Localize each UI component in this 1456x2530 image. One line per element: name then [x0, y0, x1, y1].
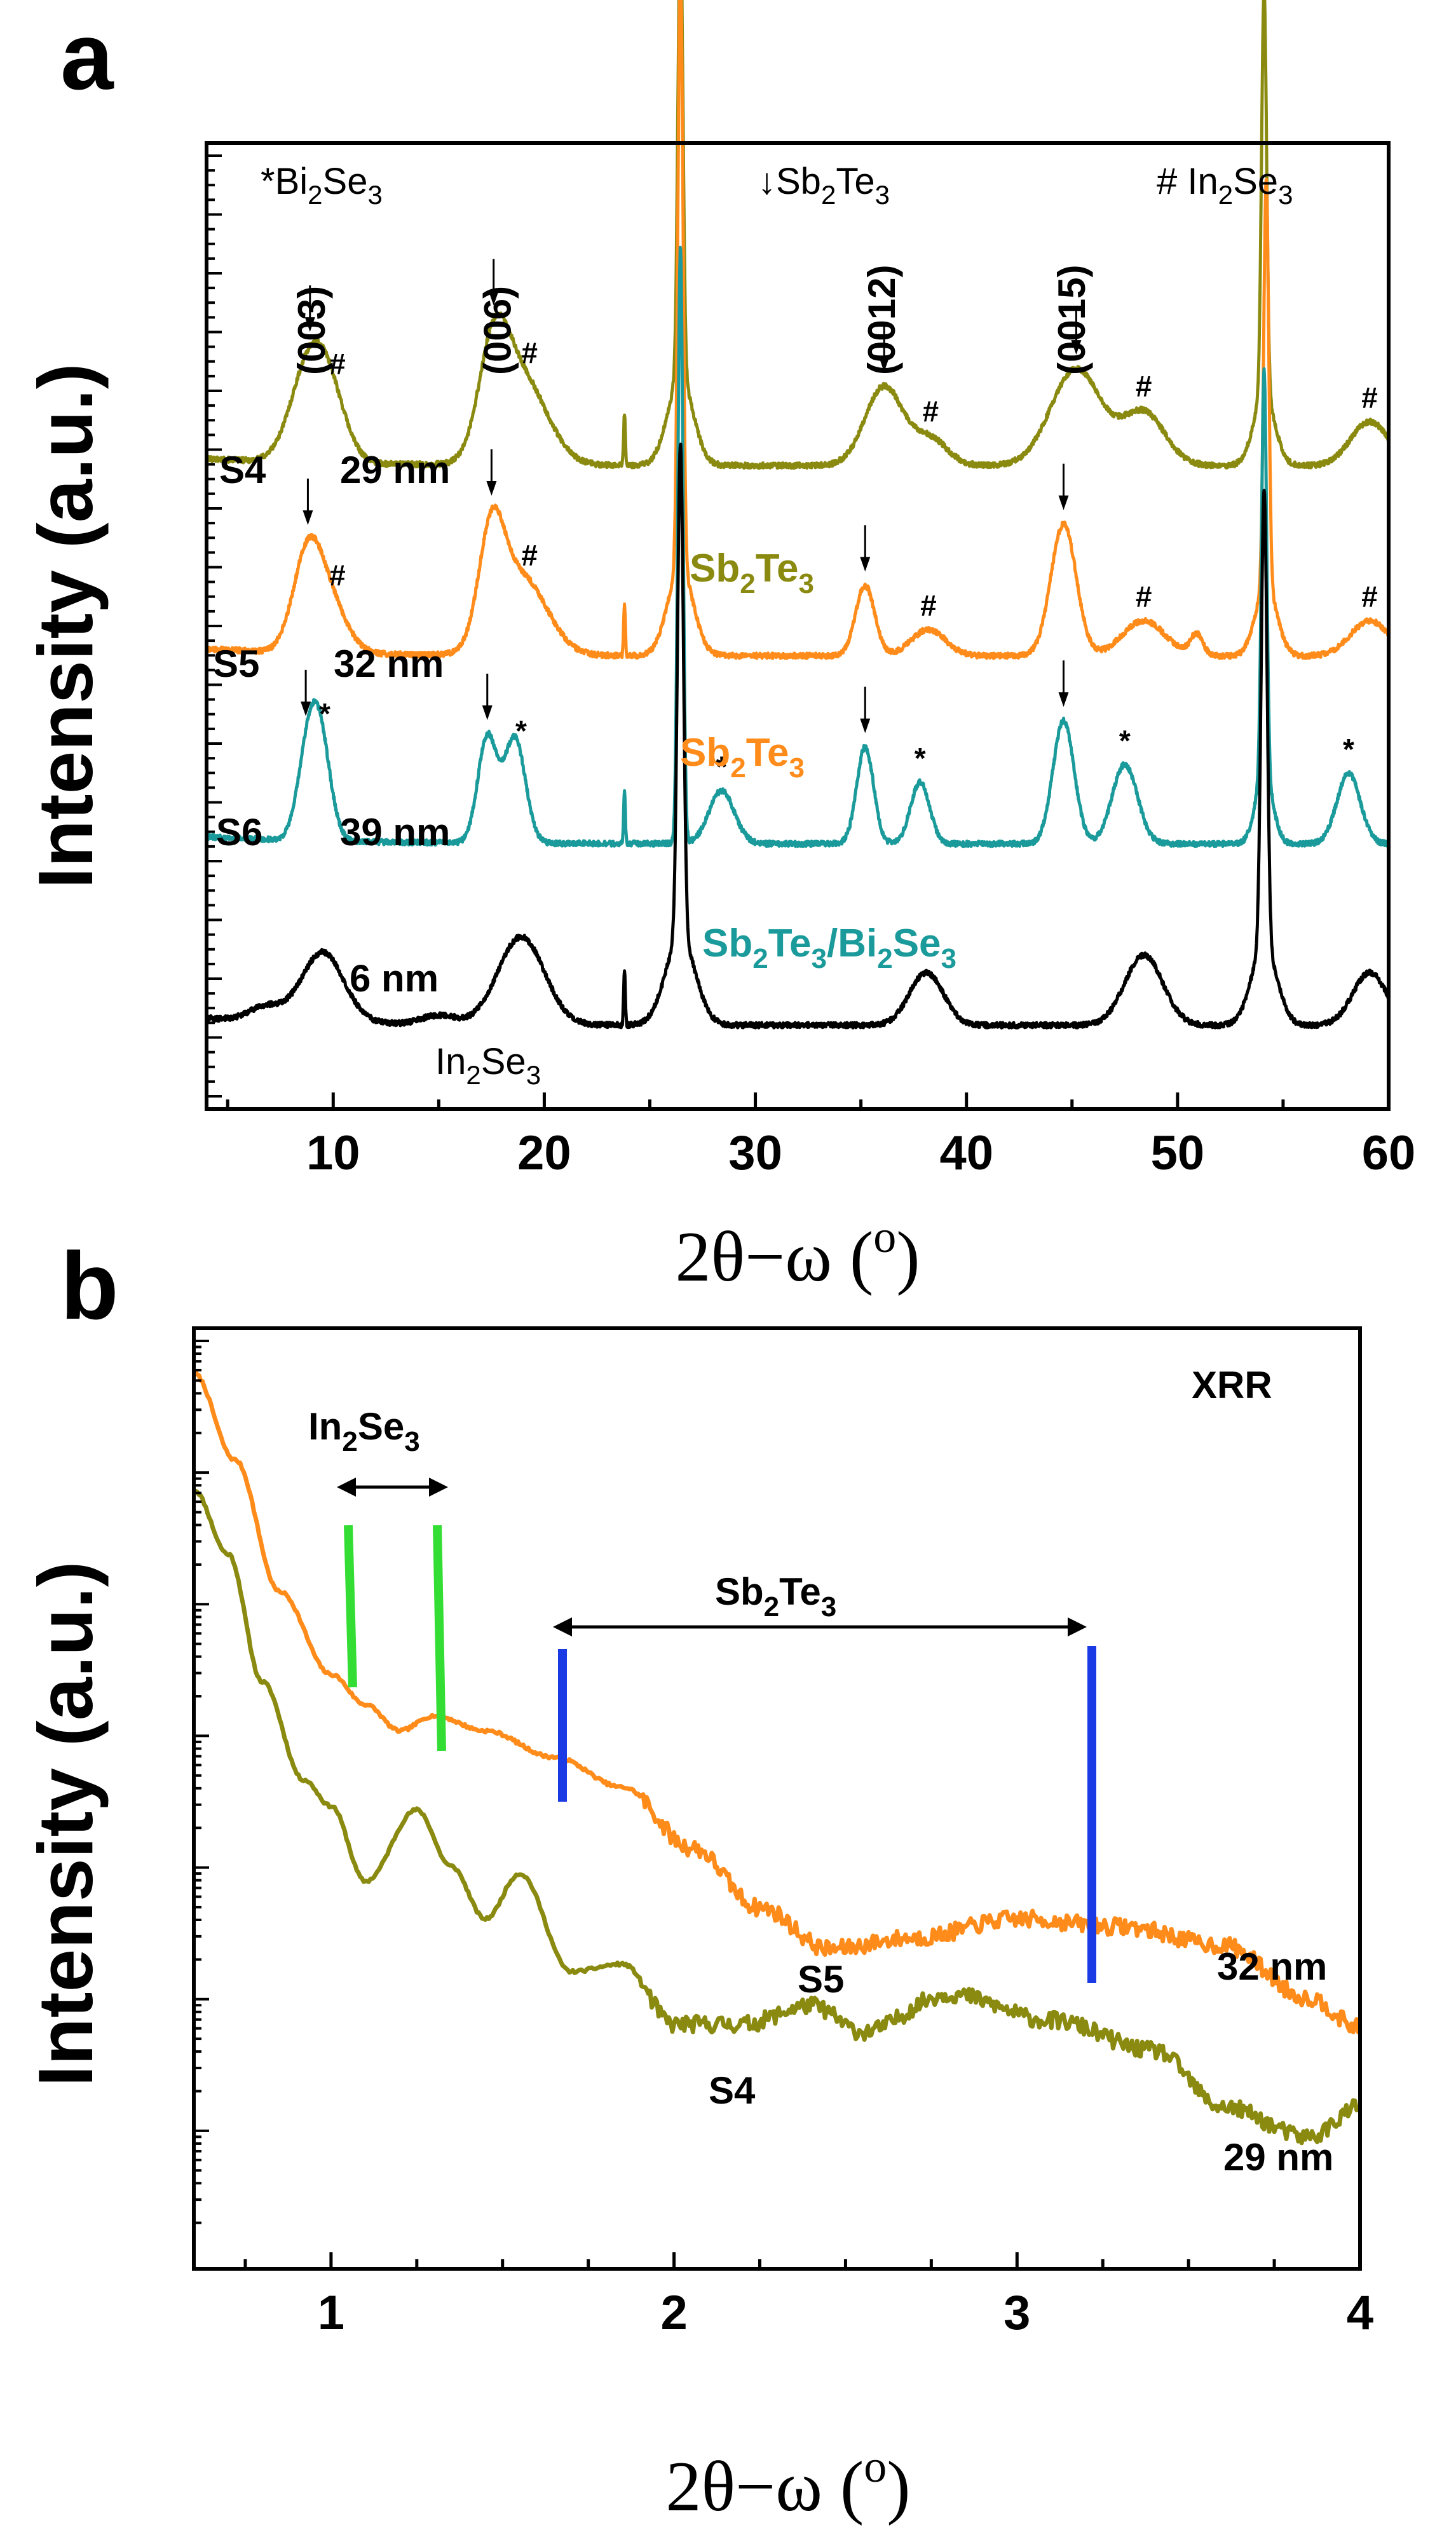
- xrr-in2se3-line-2: [433, 1525, 446, 1751]
- xrd-series-3: [205, 442, 1391, 1030]
- peak-arrow: [486, 449, 497, 496]
- hash-marker: #: [1136, 369, 1152, 402]
- label-s4: S4: [219, 449, 266, 491]
- xtick-label: 4: [1347, 2286, 1373, 2340]
- peak-arrow: [304, 285, 315, 332]
- hash-marker: #: [521, 539, 538, 572]
- hash-marker: #: [1361, 580, 1378, 613]
- legend-in2se3: # In2Se3: [1157, 161, 1293, 210]
- legend-sb2te3: ↓Sb2Te3: [758, 161, 890, 210]
- phase-label-s6: Sb2Te3/Bi2Se3: [702, 922, 956, 974]
- panel-b-frame: [192, 1326, 1362, 2271]
- panel-b-ylabel: Intensity (a.u.): [22, 1561, 109, 2087]
- peak-arrow: [1058, 660, 1069, 707]
- panel-a-ticks: 10 20 30 40 50 60: [207, 154, 1416, 1180]
- star-marker: *: [515, 714, 527, 747]
- xtick-label: 50: [1151, 1126, 1205, 1180]
- panel-a-ylabel: Intensity (a.u.): [22, 364, 109, 889]
- peak-arrow: [488, 259, 499, 306]
- xrd-series-2: [205, 245, 1391, 848]
- phase-label-in2se3: In2Se3: [435, 1041, 541, 1090]
- peak-arrow: [860, 686, 871, 733]
- panel-b-title: XRR: [1192, 1364, 1272, 1406]
- star-marker: *: [915, 742, 926, 775]
- xrd-series-0: [205, 0, 1391, 470]
- panel-b-plot: 1 2 3 4 XRR In2Se3 Sb2Te3 S5 32 nm S4 29 nm: [192, 1326, 1373, 2340]
- peak-arrow: [1071, 308, 1082, 355]
- hash-marker: #: [329, 348, 346, 381]
- miller-index-label: (0015): [1051, 265, 1093, 375]
- miller-index-label: (003): [290, 286, 333, 375]
- xtick-label: 3: [1004, 2286, 1030, 2340]
- xrr-label-s5: S5: [798, 1958, 844, 2001]
- phase-label-s5: Sb2Te3: [680, 731, 805, 784]
- panel-a-markers: # # # # # # # # # # * * * * * *: [301, 259, 1378, 784]
- panel-a-xlabel: 2θ−ω (o): [675, 1211, 920, 1296]
- hash-marker: #: [922, 395, 939, 428]
- peak-arrow: [482, 674, 493, 721]
- xrr-series-1: [193, 1488, 1362, 2146]
- panel-b-letter: b: [60, 1232, 119, 1339]
- star-marker: *: [1343, 733, 1354, 766]
- panel-a-plot: 10 20 30 40 50 60 # # # # # # # # # # * * * * * * (003) (006)…: [205, 0, 1416, 1180]
- label-in2se3-thickness: 6 nm: [350, 957, 439, 1000]
- phase-label-s4: Sb2Te3: [690, 547, 814, 599]
- label-s6: S6: [216, 811, 262, 854]
- star-marker: *: [1119, 724, 1131, 757]
- panel-a-series: [205, 0, 1391, 1030]
- xrr-in2se3-line-1: [344, 1525, 357, 1688]
- xtick-label: 10: [306, 1126, 360, 1180]
- xtick-label: 2: [660, 2286, 687, 2340]
- hash-marker: #: [329, 559, 346, 592]
- peak-arrow: [301, 669, 311, 716]
- panel-b-xlabel: 2θ−ω (o): [665, 2441, 910, 2526]
- label-s4-thickness: 29 nm: [340, 449, 450, 491]
- xrr-in2se3-arrow: [337, 1478, 448, 1497]
- peak-arrow: [860, 525, 871, 572]
- xrr-label-s4: S4: [709, 2069, 756, 2112]
- xtick-label: 60: [1362, 1126, 1416, 1180]
- star-marker: *: [716, 751, 727, 784]
- star-marker: *: [319, 697, 330, 730]
- miller-index-label: (0012): [861, 265, 903, 375]
- panel-b-ticks: 1 2 3 4: [194, 1340, 1373, 2340]
- xrr-label-s4-thickness: 29 nm: [1223, 2136, 1333, 2179]
- xtick-label: 30: [728, 1126, 782, 1180]
- xrd-series-1: [205, 0, 1391, 660]
- peak-arrow: [303, 479, 313, 526]
- peak-arrow: [879, 325, 890, 372]
- panel-b-series: [192, 1370, 1363, 2146]
- panel-a-peak-labels: (003) (006) (0012) (0015): [290, 265, 1093, 375]
- legend-bi2se3: *Bi2Se3: [261, 161, 383, 210]
- peak-arrow: [1058, 463, 1069, 510]
- panel-a-letter: a: [60, 3, 114, 109]
- hash-marker: #: [1136, 580, 1152, 613]
- hash-marker: #: [1361, 381, 1378, 414]
- xrr-series-0: [192, 1370, 1363, 2034]
- xtick-label: 40: [939, 1126, 993, 1180]
- xtick-label: 1: [318, 2286, 344, 2340]
- hash-marker: #: [521, 336, 538, 369]
- hash-marker: #: [920, 588, 937, 622]
- xrr-in2se3-label: In2Se3: [308, 1405, 420, 1457]
- xrr-sb2te3-label: Sb2Te3: [715, 1570, 836, 1622]
- label-s6-thickness: 39 nm: [340, 811, 450, 854]
- xtick-label: 20: [517, 1126, 571, 1180]
- xrr-label-s5-thickness: 32 nm: [1217, 1945, 1327, 1988]
- xrr-sb2te3-arrow: [553, 1617, 1087, 1636]
- label-s5-thickness: 32 nm: [334, 643, 444, 685]
- label-s5: S5: [213, 643, 259, 685]
- miller-index-label: (006): [476, 286, 519, 375]
